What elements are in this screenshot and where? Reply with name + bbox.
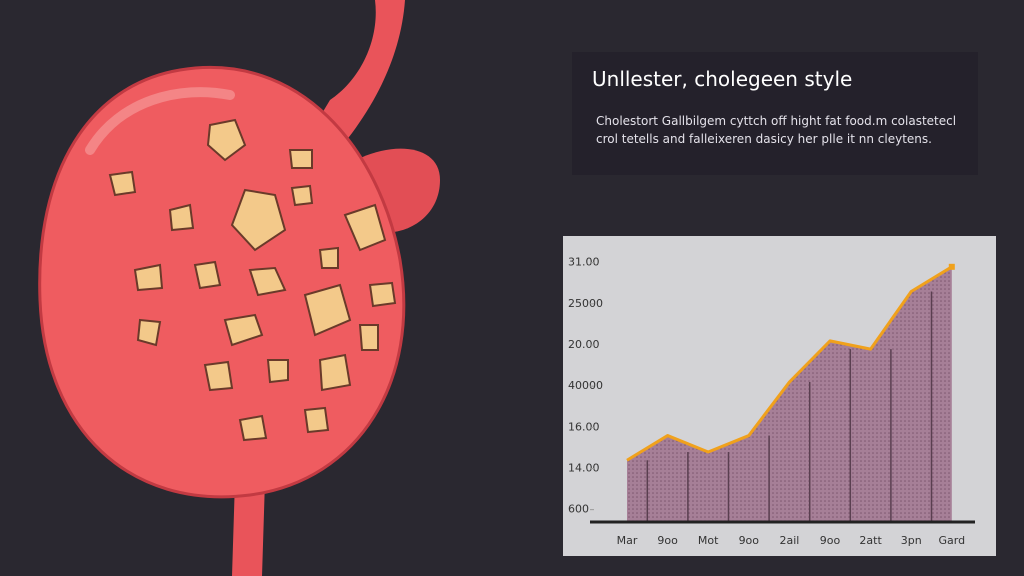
y-tick-label: 20.00 (568, 338, 600, 351)
y-tick-label: 40000 (568, 379, 603, 392)
y-tick-label: 31.00 (568, 256, 600, 269)
y-tick-label: 16.00 (568, 420, 600, 433)
y-tick-label: 14.00 (568, 461, 600, 474)
x-tick-label: 9oo (820, 534, 841, 547)
x-tick-label: 2ail (779, 534, 799, 547)
x-tick-label: Mot (698, 534, 719, 547)
x-tick-label: 9oo (739, 534, 760, 547)
plot: 600 14.00 16.00 40000 20.00 25000 31.00 Mar 9oo M… (568, 256, 975, 547)
gallbladder-illustration (38, 0, 440, 576)
x-tick-label: Mar (617, 534, 638, 547)
subtitle-line: crol tetells and falleixeren dasicy her … (596, 132, 932, 146)
chart-title: Unllester, cholegeen style (592, 67, 852, 91)
end-marker (948, 263, 955, 270)
subtitle-line: Cholestort Gallbilgem cyttch off hight f… (596, 114, 956, 128)
x-tick-label: 2att (859, 534, 882, 547)
x-tick-label: Gard (939, 534, 966, 547)
y-tick-label: 25000 (568, 297, 603, 310)
title-panel (572, 52, 978, 175)
y-tick-label: 600 (568, 503, 589, 516)
x-tick-label: 9oo (657, 534, 678, 547)
area (627, 266, 952, 522)
x-tick-label: 3pn (901, 534, 922, 547)
line (626, 265, 953, 462)
